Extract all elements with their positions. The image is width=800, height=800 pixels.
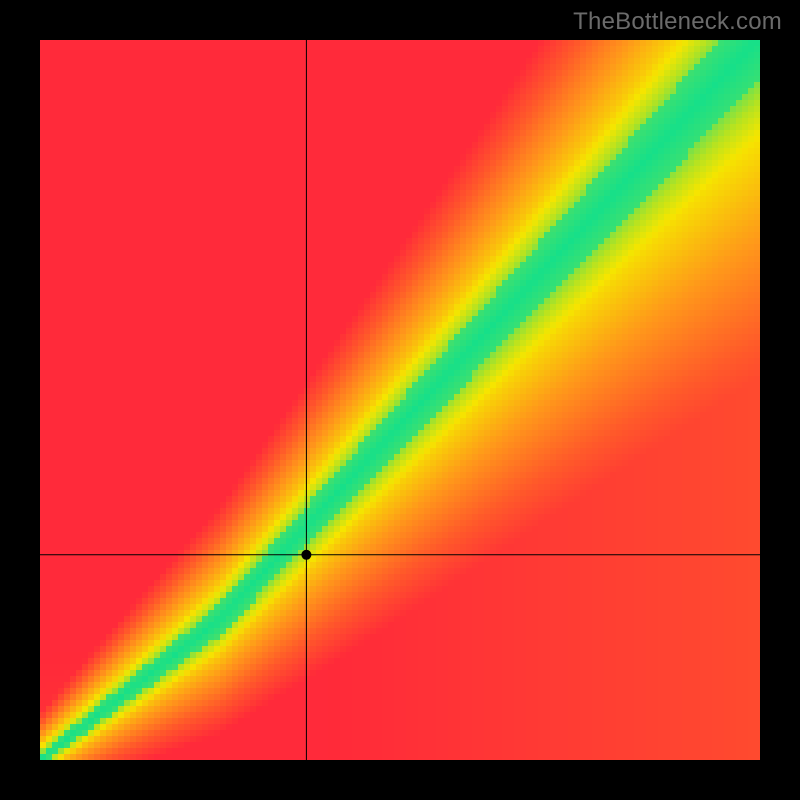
watermark-text: TheBottleneck.com: [573, 8, 782, 36]
figure-container: TheBottleneck.com: [0, 0, 800, 800]
heatmap-plot: [40, 40, 760, 760]
heatmap-canvas: [40, 40, 760, 760]
